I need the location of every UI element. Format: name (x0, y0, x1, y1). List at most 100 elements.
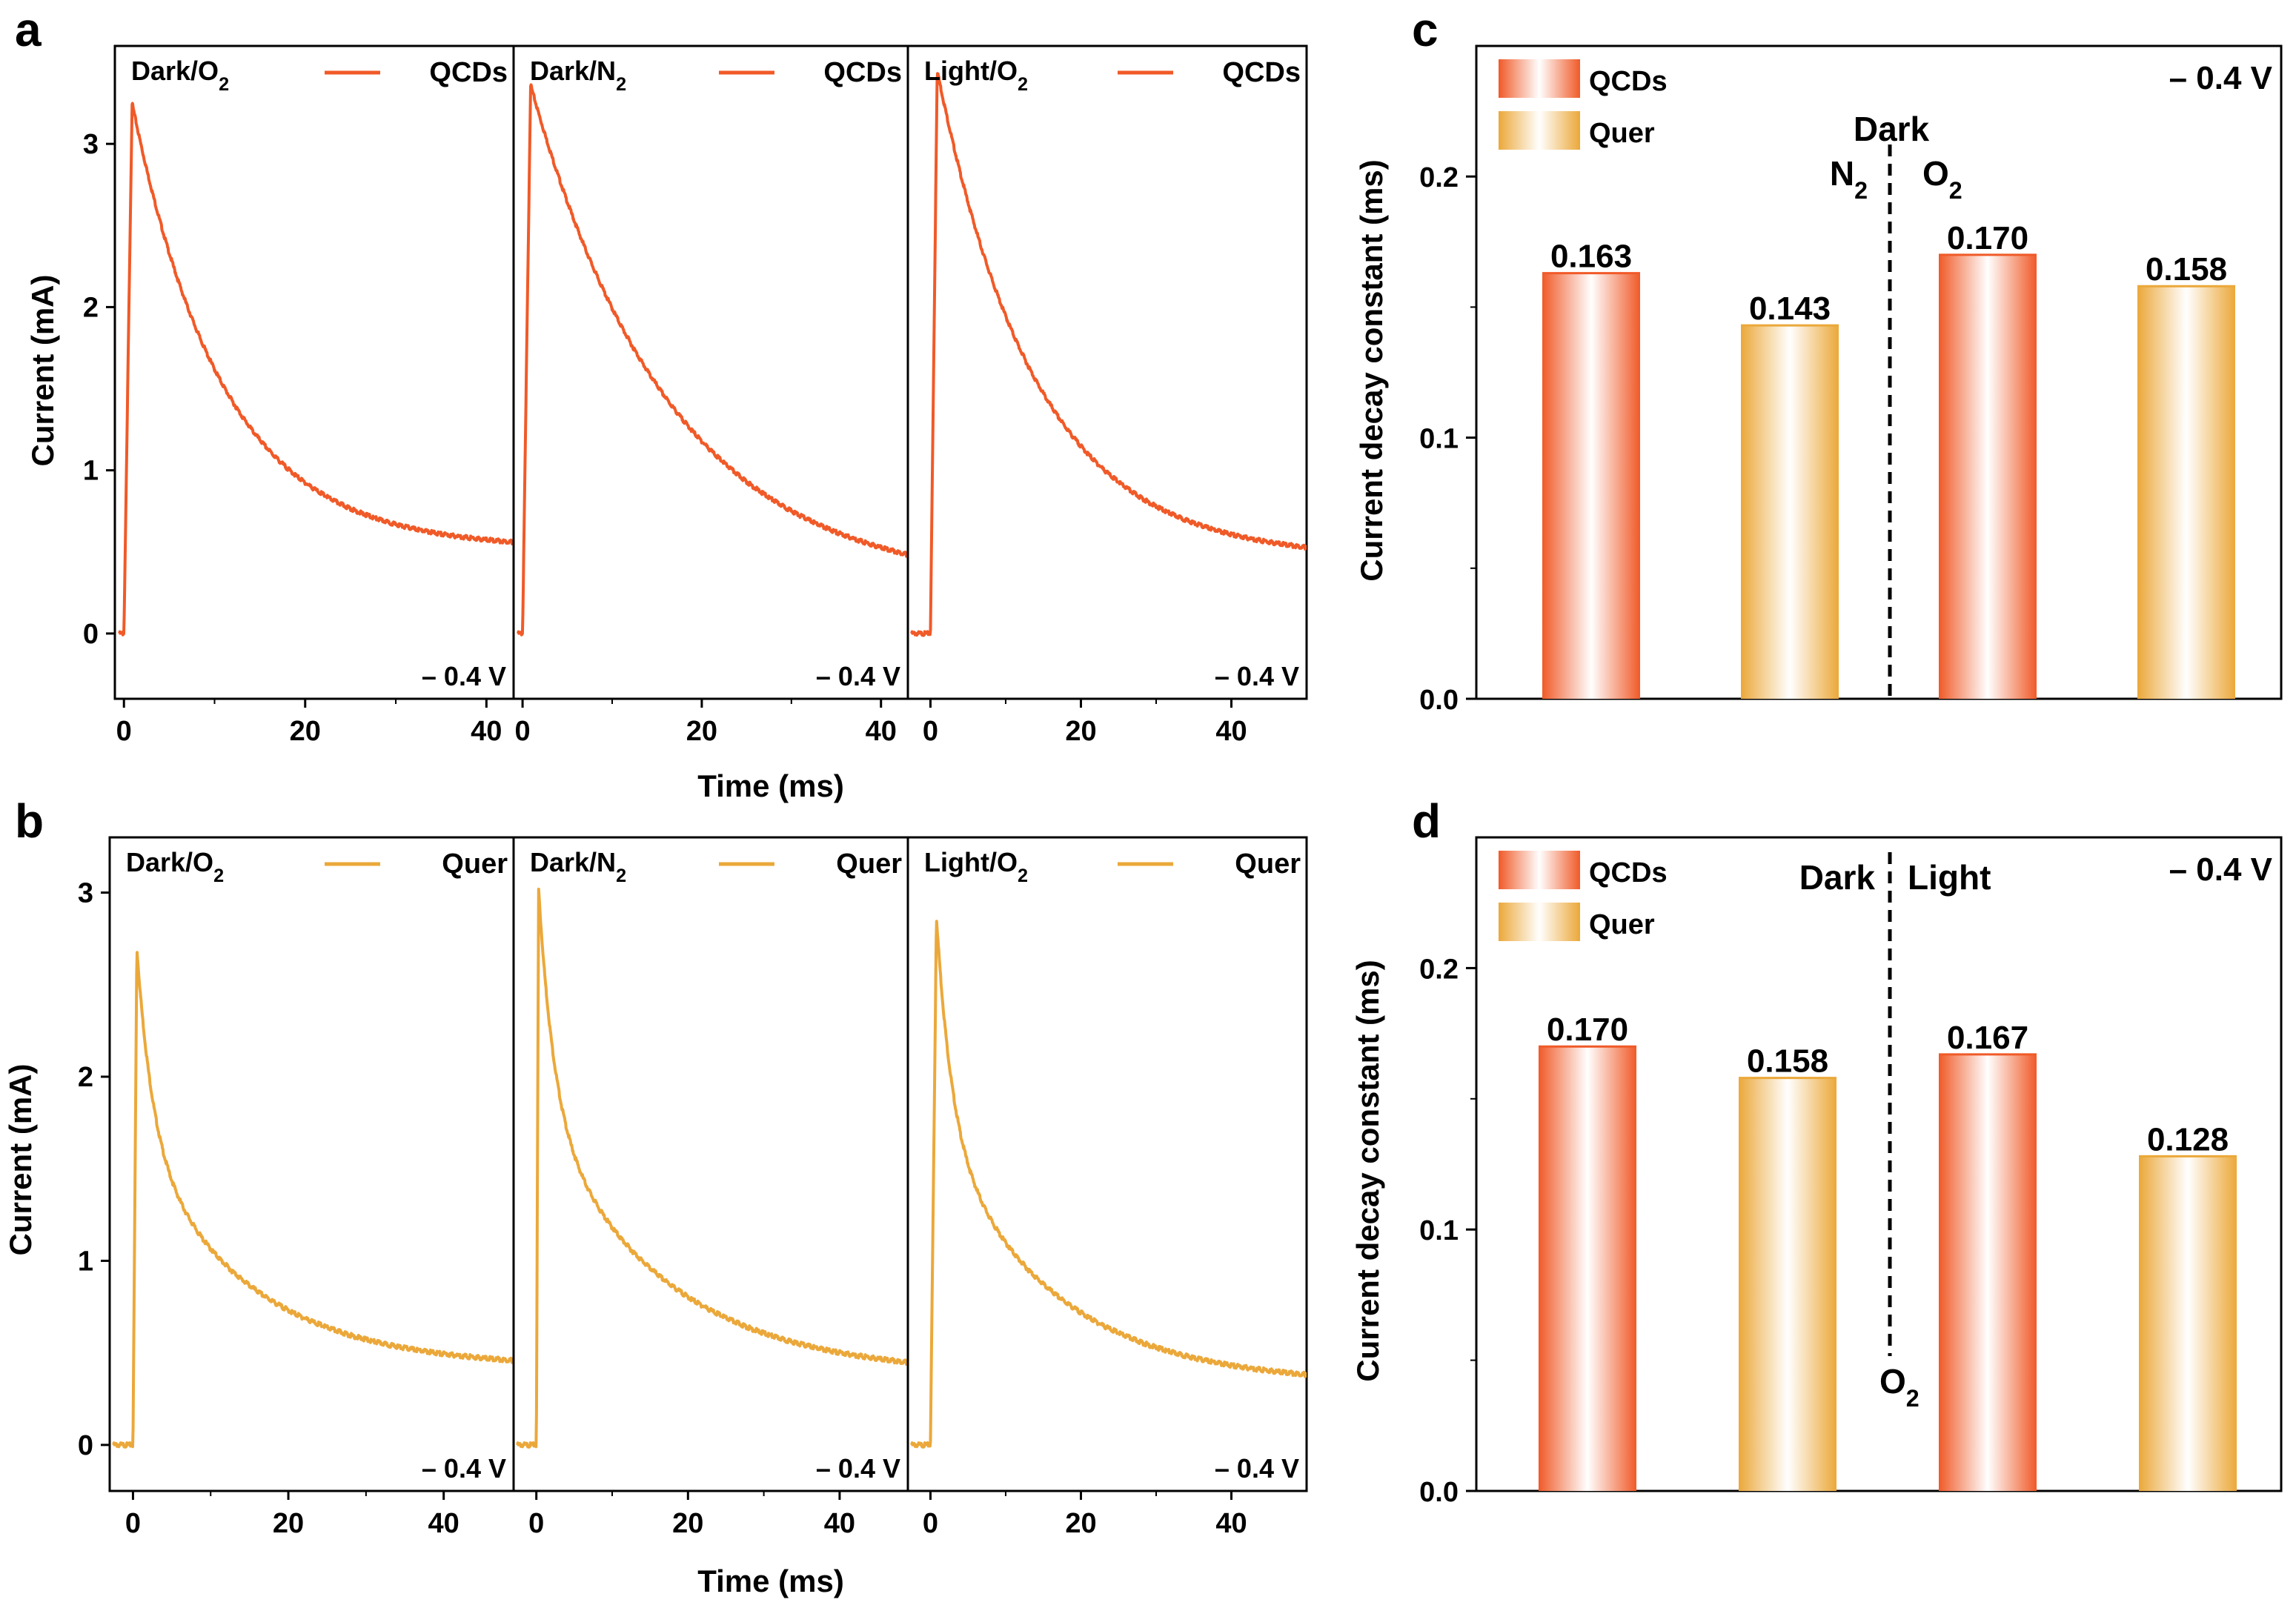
panel-a-subplot-3-xtick-label-20: 20 (1065, 716, 1096, 747)
panel-d-divider-right: Light (1908, 858, 1991, 897)
panel-c-bar-2 (1741, 325, 1839, 699)
panel-a-ylabel: Current (mA) (25, 275, 60, 467)
panel-c-bar-3 (1939, 254, 2037, 699)
panel-a-subplot-2-condition-main: Dark/N (530, 56, 616, 86)
bar-panels: 0.0 0.1 0.2 0.163 0.143 0.170 0.158 QCDs Quer – 0… (1419, 44, 2283, 1508)
panel-c-divider-left-main: N (1830, 154, 1854, 193)
panel-c-divider-right-sub: 2 (1949, 177, 1962, 204)
panel-c-divider-right: O2 (1922, 154, 1962, 204)
panel-b-subplot-1-trace (112, 951, 514, 1449)
panel-c-bar-2-value: 0.143 (1749, 290, 1831, 327)
panel-a-subplot-1-condition-main: Dark/O (131, 56, 219, 86)
panel-a-ytick-label-0: 0 (83, 619, 99, 650)
panel-d-divider-bottom: O2 (1879, 1362, 1920, 1412)
panel-a-subplot-3-legend-label: QCDs (1222, 57, 1301, 88)
panel-a-subplot-2-xtick-label-20: 20 (686, 716, 717, 747)
panel-d-frame (1475, 836, 2283, 1492)
panel-b-ytick-label-1: 1 (78, 1246, 93, 1277)
panel-d-bar-2-value: 0.158 (1747, 1043, 1828, 1080)
panel-b-subplot-2: 0 20 40 Dark/N2 Quer – 0.4 V (512, 836, 909, 1539)
panel-a-ytick-label-2: 2 (83, 292, 99, 323)
panel-c-ytick-label-0.0: 0.0 (1419, 685, 1459, 716)
panel-d-bar-3 (1939, 1054, 2037, 1491)
panel-b-subplot-3-potential: – 0.4 V (1215, 1453, 1299, 1484)
panel-a-subplot-2-condition-sub: 2 (616, 74, 626, 95)
panel-a-subplot-3-condition-main: Light/O (924, 56, 1018, 86)
panel-d-bar-4-value: 0.128 (2147, 1121, 2229, 1157)
panel-b-subplot-3-xtick-label-20: 20 (1065, 1508, 1096, 1539)
panel-a-subplot-3-trace (910, 72, 1307, 637)
panel-b-subplot-2-trace (516, 887, 908, 1449)
panel-a-subplot-1-legend-label: QCDs (429, 57, 508, 88)
panel-d-divider-left: Dark (1799, 858, 1876, 897)
panel-b-subplot-1-xtick-label-40: 40 (428, 1508, 459, 1539)
panel-b-subplot-1: 0 20 40 Dark/O2 Quer – 0.4 V (108, 836, 515, 1539)
panel-d-divider-bottom-sub: 2 (1906, 1385, 1920, 1412)
panel-b-subplot-2-xtick-label-0: 0 (528, 1508, 544, 1539)
panel-c-ytick-label-0.1: 0.1 (1419, 424, 1459, 455)
panel-a-subplot-1-xtick-label-20: 20 (290, 716, 321, 747)
panel-d-bar-1-value: 0.170 (1547, 1012, 1628, 1048)
panel-b-subplot-3-legend-label: Quer (1235, 848, 1301, 880)
panel-a-subplot-1-potential: – 0.4 V (422, 661, 506, 691)
panel-d-legend-swatch-qcds (1499, 851, 1580, 889)
panel-d-ytick-label-0.1: 0.1 (1419, 1215, 1459, 1246)
panel-a-subplot-1-condition-sub: 2 (219, 74, 229, 95)
panel-a-subplot-2-legend-label: QCDs (823, 57, 902, 88)
panel-a-subplot-1-xtick-label-40: 40 (471, 716, 502, 747)
panel-b-subplot-2-condition-main: Dark/N (530, 847, 616, 877)
panel-d-bar-3-value: 0.167 (1947, 1020, 2028, 1056)
panel-a-subplot-2-trace (517, 83, 908, 637)
panel-b-subplot-2-xtick-label-20: 20 (672, 1508, 703, 1539)
panel-c-bar-4 (2137, 286, 2235, 699)
panel-a-subplot-1-xtick-label-0: 0 (116, 716, 132, 747)
panel-b-ytick-label-2: 2 (78, 1062, 93, 1093)
panel-a-subplot-3-potential: – 0.4 V (1215, 661, 1299, 691)
panel-b-subplot-3-condition: Light/O2 (924, 847, 1028, 886)
panel-a-xlabel: Time (ms) (697, 768, 844, 803)
panel-a-subplot-1-condition: Dark/O2 (131, 56, 229, 95)
panel-c-divider-top: Dark (1854, 110, 1930, 148)
panel-b-subplot-1-condition: Dark/O2 (126, 847, 224, 886)
panel-b-subplot-1-xtick-label-20: 20 (273, 1508, 304, 1539)
panel-c-legend-label-quer: Quer (1589, 118, 1655, 149)
panel-a-subplot-2-condition: Dark/N2 (530, 56, 626, 95)
panel-c-divider-left: N2 (1830, 154, 1868, 204)
panel-b-subplot-1-condition-sub: 2 (213, 866, 224, 886)
panel-a-subplot-3-xtick-label-0: 0 (923, 716, 938, 747)
panel-a-subplot-2-xtick-label-0: 0 (515, 716, 531, 747)
panel-a-subplot-2-potential: – 0.4 V (816, 661, 900, 691)
panel-a-subplot-1-trace (118, 102, 514, 637)
panel-c-ytick-label-0.2: 0.2 (1419, 162, 1459, 193)
panel-b-subplot-3-trace (910, 920, 1307, 1449)
panel-d-bar-4 (2139, 1156, 2237, 1491)
panel-d-ytick-label-0.0: 0.0 (1419, 1477, 1459, 1508)
panel-d-legend-swatch-quer (1499, 903, 1580, 941)
panel-a-ytick-label-1: 1 (83, 456, 99, 487)
panel-b-ytick-label-3: 3 (78, 878, 93, 909)
panel-d-legend-label-qcds: QCDs (1589, 857, 1668, 888)
panel-b-subplot-2-xtick-label-40: 40 (824, 1508, 855, 1539)
panel-d-divider-bottom-main: O (1879, 1362, 1906, 1401)
panel-c-bar-1-value: 0.163 (1550, 239, 1632, 275)
panel-c-potential: – 0.4 V (2169, 60, 2273, 96)
panel-d-legend-label-quer: Quer (1589, 909, 1655, 940)
panel-b-subplot-3-condition-main: Light/O (924, 847, 1018, 877)
panel-b-subplot-2-condition-sub: 2 (616, 866, 626, 886)
panel-b-subplot-1-legend-label: Quer (442, 848, 508, 880)
panel-letter-a: a (15, 3, 42, 56)
panel-c-legend-swatch-qcds (1499, 59, 1580, 98)
panel-b-subplot-2-potential: – 0.4 V (816, 1453, 900, 1484)
panel-b-subplot-3: 0 20 40 Light/O2 Quer – 0.4 V (906, 836, 1308, 1539)
panel-d-bar-2 (1739, 1077, 1837, 1491)
panel-d-bar-1 (1539, 1046, 1636, 1491)
panel-a-subplot-3-condition-sub: 2 (1018, 74, 1028, 95)
panel-c-frame (1475, 44, 2283, 700)
panel-b-subplot-1-frame (108, 836, 515, 1492)
panel-letter-b: b (15, 794, 44, 848)
panel-c-bar-4-value: 0.158 (2146, 251, 2227, 288)
panel-b-subplot-1-potential: – 0.4 V (422, 1453, 506, 1484)
panel-letter-d: d (1412, 794, 1441, 848)
